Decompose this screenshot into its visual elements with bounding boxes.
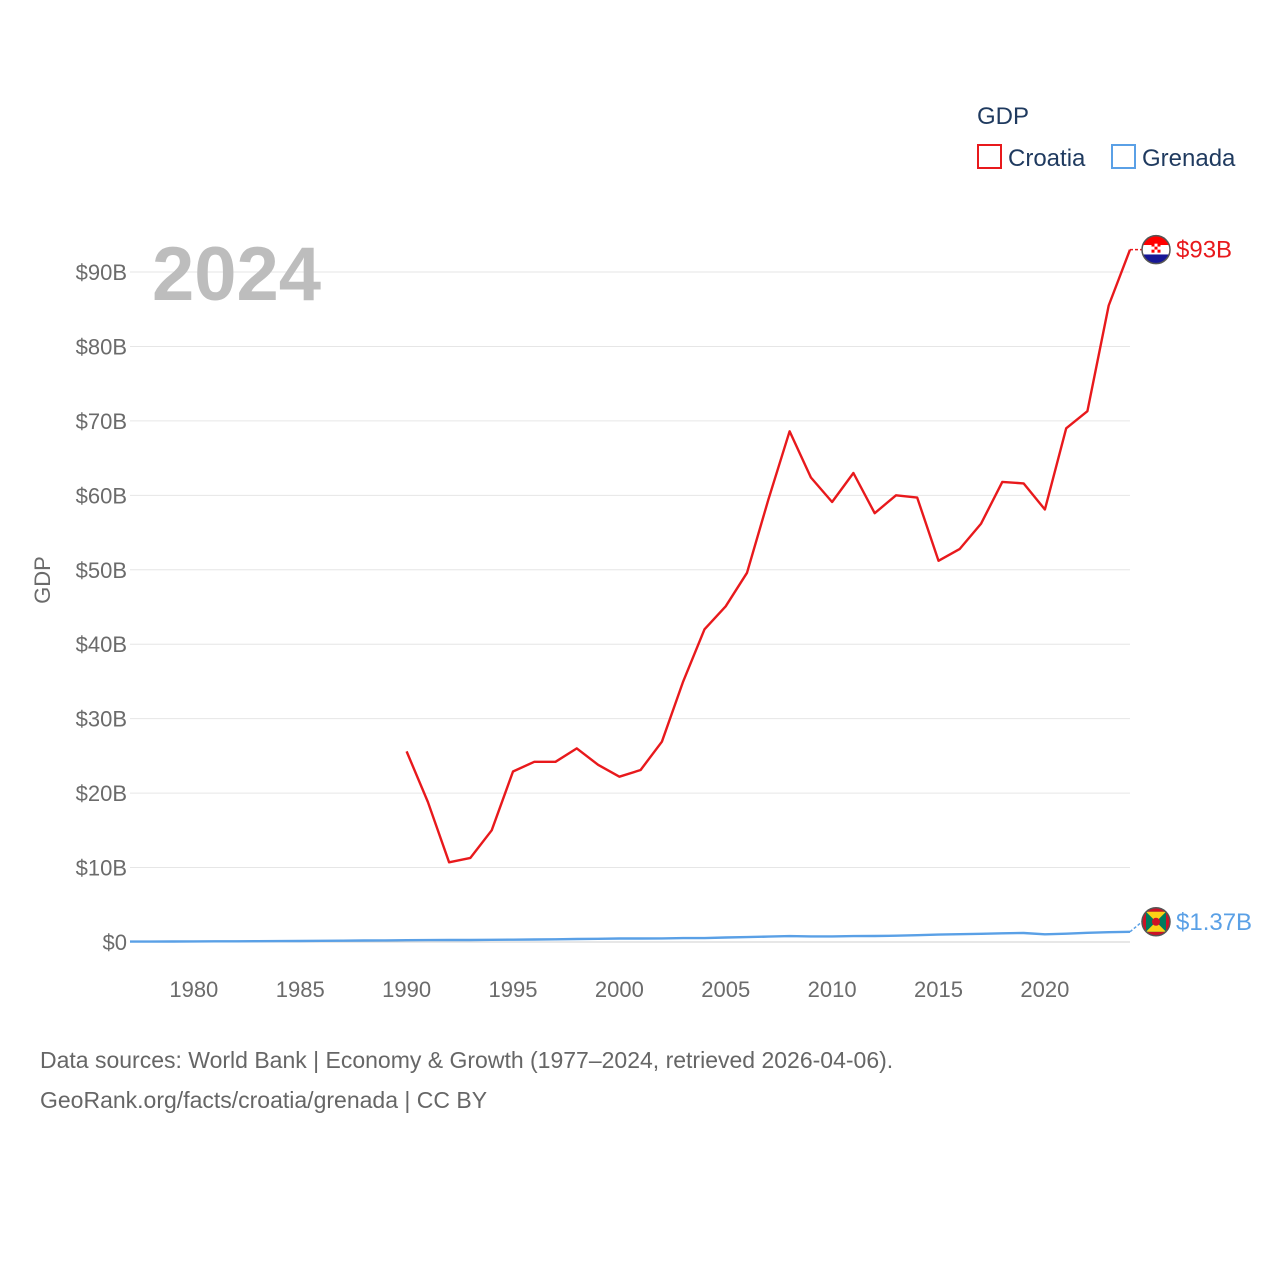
y-axis-title: GDP [30, 556, 55, 604]
y-tick-label: $50B [76, 558, 127, 583]
grenada-flag-icon [1141, 907, 1171, 937]
year-label: 2024 [152, 232, 321, 317]
end-connector [1129, 921, 1143, 933]
legend: GDP Croatia Grenada [977, 103, 1236, 172]
series-lines [130, 249, 1132, 943]
legend-label-croatia[interactable]: Croatia [1008, 145, 1086, 172]
footer-attribution: GeoRank.org/facts/croatia/grenada | CC B… [40, 1087, 488, 1113]
x-tick-label: 2015 [914, 977, 963, 1002]
gdp-line-chart: $0 $10B $20B $30B $40B $50B $60B $70B $80B $90B 1… [30, 103, 1252, 1002]
y-tick-label: $30B [76, 707, 127, 732]
footer-sources: Data sources: World Bank | Economy & Gro… [40, 1047, 894, 1073]
x-tick-label: 1995 [489, 977, 538, 1002]
footer: Data sources: World Bank | Economy & Gro… [40, 1040, 1240, 1120]
series-end-markers: $93B $1.37B [1129, 234, 1252, 937]
end-value-label-grenada: $1.37B [1176, 909, 1252, 936]
legend-swatch-croatia[interactable] [977, 144, 1002, 169]
x-tick-label: 2010 [808, 977, 857, 1002]
y-tick-label: $80B [76, 334, 127, 359]
x-tick-label: 2000 [595, 977, 644, 1002]
y-tick-label: $20B [76, 781, 127, 806]
y-tick-label: $0 [103, 930, 127, 955]
croatia-flag-icon [1141, 234, 1171, 265]
end-value-label-croatia: $93B [1176, 237, 1232, 264]
y-tick-label: $90B [76, 260, 127, 285]
series-line-grenada [130, 930, 1131, 943]
y-tick-label: $70B [76, 409, 127, 434]
y-axis-ticks: $0 $10B $20B $30B $40B $50B $60B $70B $80B $90B [76, 260, 127, 955]
x-tick-label: 2005 [701, 977, 750, 1002]
legend-label-grenada[interactable]: Grenada [1142, 145, 1236, 172]
y-tick-label: $60B [76, 483, 127, 508]
y-tick-label: $40B [76, 632, 127, 657]
legend-title: GDP [977, 103, 1029, 130]
x-tick-label: 2020 [1020, 977, 1069, 1002]
y-tick-label: $10B [76, 856, 127, 881]
x-tick-label: 1990 [382, 977, 431, 1002]
series-line-croatia [405, 249, 1132, 864]
x-tick-label: 1980 [169, 977, 218, 1002]
x-tick-label: 1985 [276, 977, 325, 1002]
x-axis-ticks: 1980 1985 1990 1995 2000 2005 2010 2015 2020 [169, 977, 1069, 1002]
legend-swatch-grenada[interactable] [1111, 144, 1136, 169]
gridlines [130, 271, 1130, 943]
